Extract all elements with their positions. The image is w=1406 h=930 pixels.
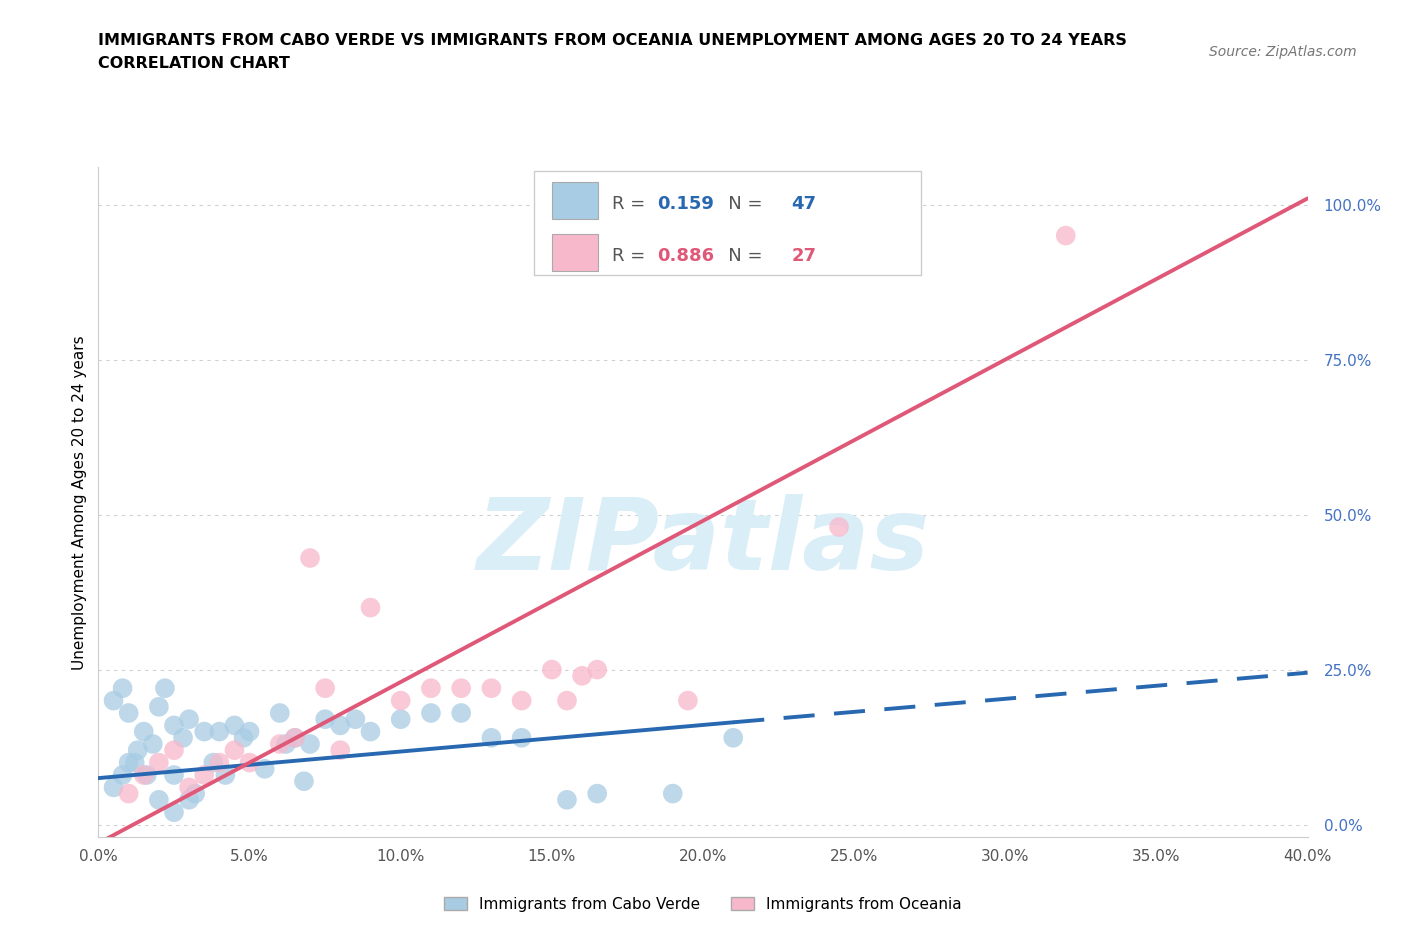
Text: 47: 47 xyxy=(792,195,817,213)
Point xyxy=(481,681,503,696)
Y-axis label: Unemployment Among Ages 20 to 24 years: Unemployment Among Ages 20 to 24 years xyxy=(72,335,87,670)
Point xyxy=(292,774,315,789)
Point xyxy=(163,767,186,782)
Text: IMMIGRANTS FROM CABO VERDE VS IMMIGRANTS FROM OCEANIA UNEMPLOYMENT AMONG AGES 20: IMMIGRANTS FROM CABO VERDE VS IMMIGRANTS… xyxy=(98,33,1128,47)
Point xyxy=(132,767,155,782)
Point xyxy=(1054,228,1077,243)
Point xyxy=(419,681,441,696)
Bar xyxy=(551,233,598,271)
Point xyxy=(389,693,412,708)
Point xyxy=(111,767,134,782)
Point xyxy=(202,755,225,770)
Point xyxy=(127,743,149,758)
Point xyxy=(177,780,201,795)
Point xyxy=(510,730,533,745)
Point xyxy=(284,730,307,745)
Point xyxy=(828,520,851,535)
Point xyxy=(208,724,231,739)
Text: N =: N = xyxy=(711,195,769,213)
Point xyxy=(214,767,236,782)
Point xyxy=(269,706,291,721)
Point xyxy=(299,551,322,565)
Point xyxy=(274,737,297,751)
Point xyxy=(163,743,186,758)
Point xyxy=(163,804,186,819)
Point xyxy=(163,718,186,733)
Point xyxy=(419,706,441,721)
Point xyxy=(232,730,254,745)
Text: N =: N = xyxy=(711,246,769,265)
Point xyxy=(208,755,231,770)
Point xyxy=(224,743,246,758)
Point xyxy=(142,737,165,751)
Point xyxy=(329,743,352,758)
Point xyxy=(284,730,307,745)
Point xyxy=(118,786,141,801)
Point xyxy=(389,711,412,726)
Text: 0.159: 0.159 xyxy=(657,195,714,213)
Point xyxy=(329,718,352,733)
Point xyxy=(193,767,215,782)
Point xyxy=(314,711,336,726)
Text: ZIPatlas: ZIPatlas xyxy=(477,494,929,591)
Point xyxy=(344,711,367,726)
Point xyxy=(124,755,146,770)
Point xyxy=(135,767,157,782)
Point xyxy=(360,724,382,739)
Point xyxy=(269,737,291,751)
Legend: Immigrants from Cabo Verde, Immigrants from Oceania: Immigrants from Cabo Verde, Immigrants f… xyxy=(439,890,967,918)
Point xyxy=(177,711,201,726)
Point xyxy=(481,730,503,745)
Point xyxy=(661,786,683,801)
Point xyxy=(172,730,194,745)
Point xyxy=(239,724,262,739)
Point xyxy=(676,693,699,708)
Text: 27: 27 xyxy=(792,246,817,265)
Point xyxy=(132,724,155,739)
Point xyxy=(184,786,207,801)
Point xyxy=(721,730,744,745)
Point xyxy=(586,662,609,677)
Point xyxy=(148,699,170,714)
Point xyxy=(153,681,176,696)
Point xyxy=(450,706,472,721)
Point xyxy=(224,718,246,733)
Point xyxy=(118,755,141,770)
Point xyxy=(148,792,170,807)
Point xyxy=(555,792,578,807)
Point xyxy=(555,693,578,708)
Point xyxy=(540,662,562,677)
Bar xyxy=(534,171,921,274)
Point xyxy=(177,792,201,807)
Point xyxy=(239,755,262,770)
Text: Source: ZipAtlas.com: Source: ZipAtlas.com xyxy=(1209,45,1357,59)
Text: CORRELATION CHART: CORRELATION CHART xyxy=(98,56,290,71)
Text: R =: R = xyxy=(612,195,651,213)
Point xyxy=(450,681,472,696)
Bar xyxy=(551,182,598,219)
Point xyxy=(193,724,215,739)
Point xyxy=(148,755,170,770)
Point xyxy=(118,706,141,721)
Point xyxy=(586,786,609,801)
Point xyxy=(360,600,382,615)
Point xyxy=(571,669,593,684)
Point xyxy=(103,693,125,708)
Point xyxy=(510,693,533,708)
Text: 0.886: 0.886 xyxy=(657,246,714,265)
Text: R =: R = xyxy=(612,246,651,265)
Point xyxy=(103,780,125,795)
Point xyxy=(253,762,276,777)
Point xyxy=(111,681,134,696)
Point xyxy=(299,737,322,751)
Point xyxy=(314,681,336,696)
